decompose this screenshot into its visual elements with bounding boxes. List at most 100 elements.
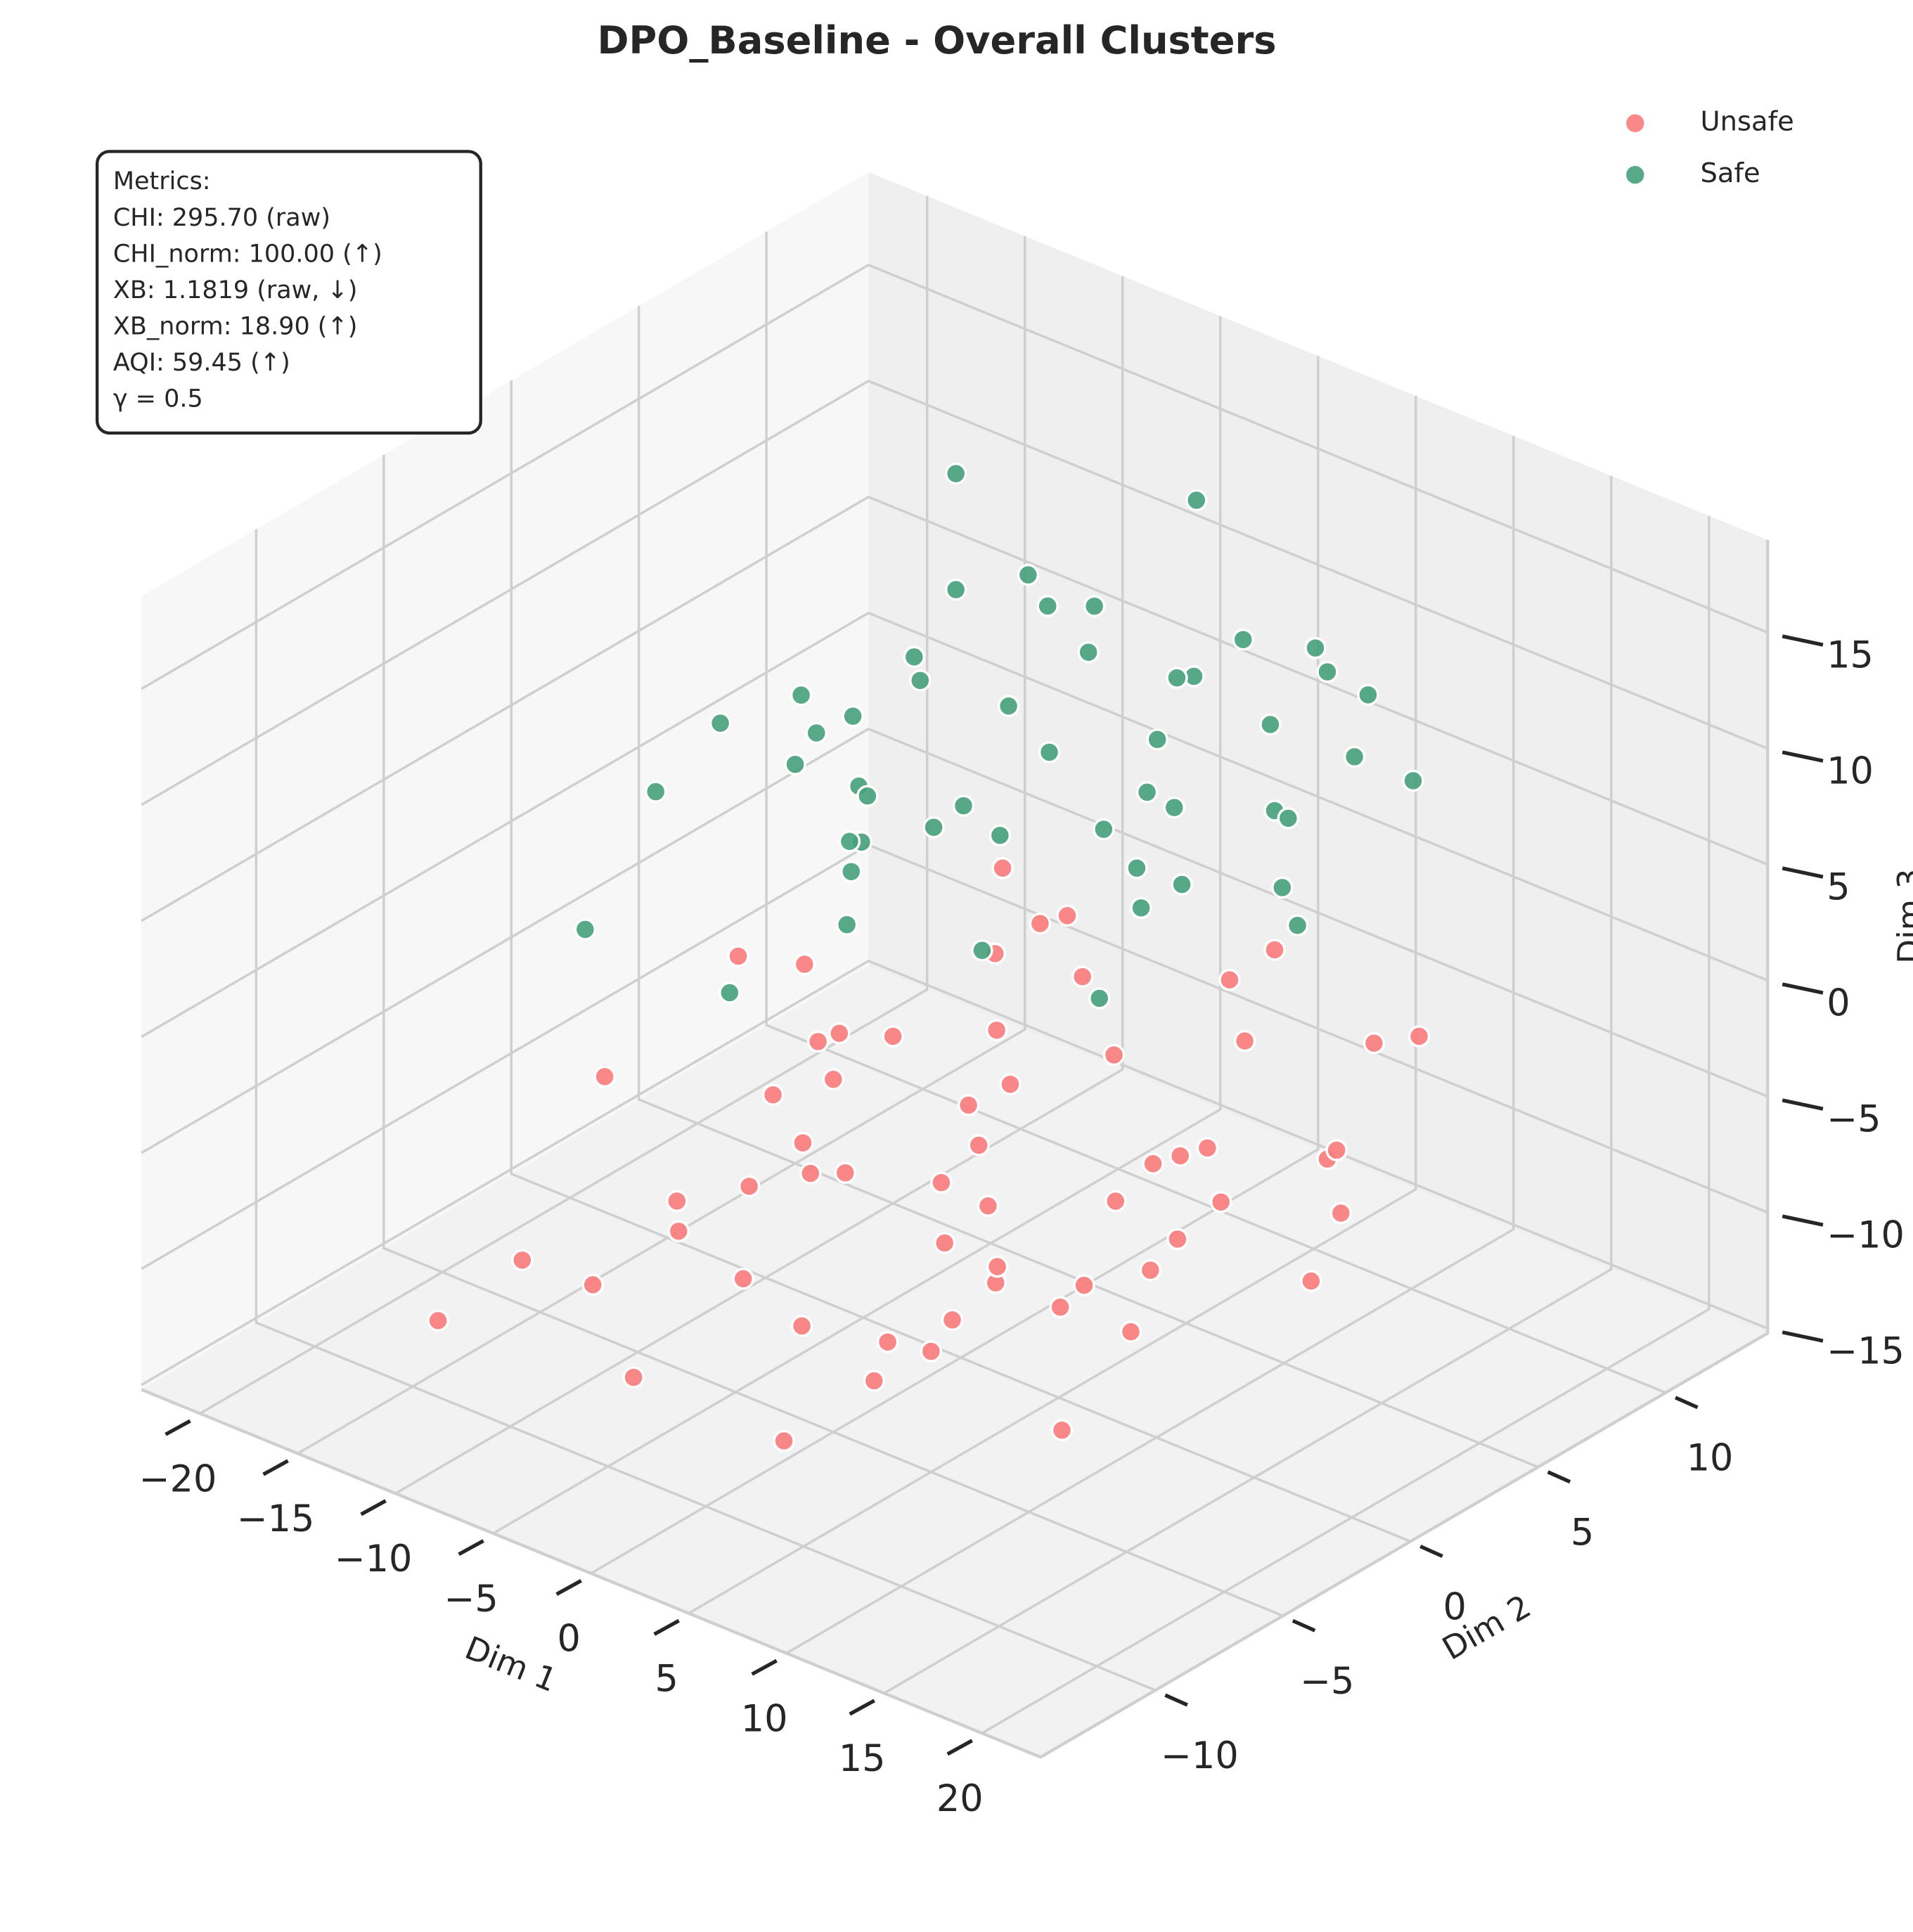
z-tick-label: −10 bbox=[1827, 1213, 1905, 1256]
x-tick bbox=[751, 1659, 778, 1676]
legend-marker bbox=[1624, 112, 1647, 134]
point bbox=[1168, 1145, 1192, 1167]
y-tick bbox=[1419, 1545, 1443, 1558]
point bbox=[1408, 1025, 1431, 1048]
point bbox=[838, 830, 861, 853]
point bbox=[511, 1249, 534, 1272]
point bbox=[876, 1331, 899, 1353]
x-tick-label: 10 bbox=[741, 1697, 788, 1740]
point bbox=[1142, 1152, 1164, 1175]
grid-line bbox=[255, 529, 1157, 1692]
point bbox=[737, 1175, 761, 1198]
point bbox=[805, 721, 828, 745]
point bbox=[1071, 965, 1094, 988]
legend-label: Unsafe bbox=[1700, 106, 1793, 138]
point bbox=[944, 578, 967, 601]
point bbox=[985, 1019, 1008, 1042]
annotation-line: CHI: 295.70 (raw) bbox=[113, 204, 330, 232]
x-tick bbox=[165, 1419, 191, 1436]
z-tick bbox=[1782, 982, 1824, 995]
point bbox=[1271, 876, 1294, 899]
grid-line bbox=[510, 380, 1411, 1543]
point bbox=[1126, 857, 1148, 880]
point bbox=[842, 704, 864, 728]
point bbox=[971, 939, 993, 962]
annotation-line: XB: 1.1819 (raw, ↓) bbox=[113, 276, 358, 304]
point bbox=[1077, 640, 1100, 664]
point bbox=[727, 945, 749, 967]
x-tick bbox=[360, 1499, 387, 1516]
point bbox=[644, 780, 667, 803]
grid-line bbox=[765, 231, 1666, 1394]
x-tick-label: 5 bbox=[655, 1658, 678, 1701]
grid-line bbox=[141, 727, 1768, 1154]
point bbox=[988, 824, 1012, 846]
point bbox=[828, 1022, 851, 1045]
point bbox=[1093, 818, 1115, 841]
point bbox=[1088, 987, 1111, 1010]
point bbox=[1329, 1202, 1353, 1225]
z-axis-label: Dim 3 bbox=[1891, 869, 1913, 964]
point bbox=[1029, 912, 1052, 935]
point bbox=[784, 753, 806, 775]
grid-line bbox=[382, 454, 1284, 1617]
x-tick-label: −20 bbox=[139, 1457, 217, 1500]
z-tick-label: 15 bbox=[1827, 633, 1874, 676]
point bbox=[1363, 1032, 1386, 1055]
point bbox=[1102, 1043, 1126, 1067]
y-tick-label: −5 bbox=[1300, 1660, 1354, 1703]
z-tick-label: 0 bbox=[1827, 981, 1850, 1024]
point bbox=[1171, 873, 1193, 896]
point bbox=[822, 1068, 845, 1091]
point bbox=[1073, 1274, 1095, 1296]
point bbox=[1209, 1190, 1232, 1213]
point bbox=[1038, 741, 1061, 764]
z-tick bbox=[1782, 866, 1824, 879]
point bbox=[1263, 939, 1286, 961]
point bbox=[667, 1220, 690, 1243]
point bbox=[1104, 1190, 1127, 1213]
point bbox=[999, 1073, 1022, 1095]
point bbox=[761, 1083, 785, 1106]
y-tick bbox=[1547, 1470, 1571, 1484]
y-tick bbox=[1292, 1618, 1316, 1632]
grid-line bbox=[141, 611, 1768, 1038]
x-tick bbox=[262, 1459, 289, 1476]
point bbox=[1056, 904, 1078, 927]
x-tick bbox=[555, 1579, 582, 1596]
grid-line bbox=[637, 306, 1539, 1469]
point bbox=[793, 953, 816, 976]
x-tick-label: −5 bbox=[444, 1578, 498, 1621]
point bbox=[1083, 595, 1106, 617]
point bbox=[967, 1134, 990, 1157]
grid-line bbox=[141, 263, 1768, 690]
x-tick-label: 15 bbox=[839, 1737, 886, 1780]
point bbox=[1163, 796, 1185, 819]
point bbox=[1146, 728, 1168, 751]
point bbox=[957, 1094, 980, 1116]
point bbox=[1325, 1139, 1348, 1161]
point bbox=[1232, 628, 1254, 651]
x-tick-label: 20 bbox=[936, 1777, 984, 1820]
legend-label: Safe bbox=[1700, 157, 1760, 189]
point bbox=[574, 918, 597, 941]
y-tick-label: 5 bbox=[1571, 1512, 1594, 1554]
y-tick bbox=[1675, 1396, 1699, 1410]
point bbox=[922, 816, 945, 839]
annotation-line: Metrics: bbox=[113, 167, 211, 195]
point bbox=[1286, 914, 1309, 936]
point bbox=[719, 981, 741, 1004]
point bbox=[1357, 683, 1379, 707]
x-tick bbox=[849, 1699, 875, 1716]
point bbox=[941, 1308, 964, 1332]
point bbox=[986, 1255, 1009, 1278]
annotation-line: XB_norm: 18.90 (↑) bbox=[113, 313, 358, 341]
point bbox=[1049, 1296, 1071, 1318]
grid-line bbox=[141, 959, 1768, 1386]
point bbox=[1343, 745, 1366, 768]
point bbox=[944, 462, 967, 485]
annotation-line: CHI_norm: 100.00 (↑) bbox=[113, 240, 382, 268]
point bbox=[1119, 1320, 1142, 1344]
grid-line bbox=[141, 379, 1768, 806]
